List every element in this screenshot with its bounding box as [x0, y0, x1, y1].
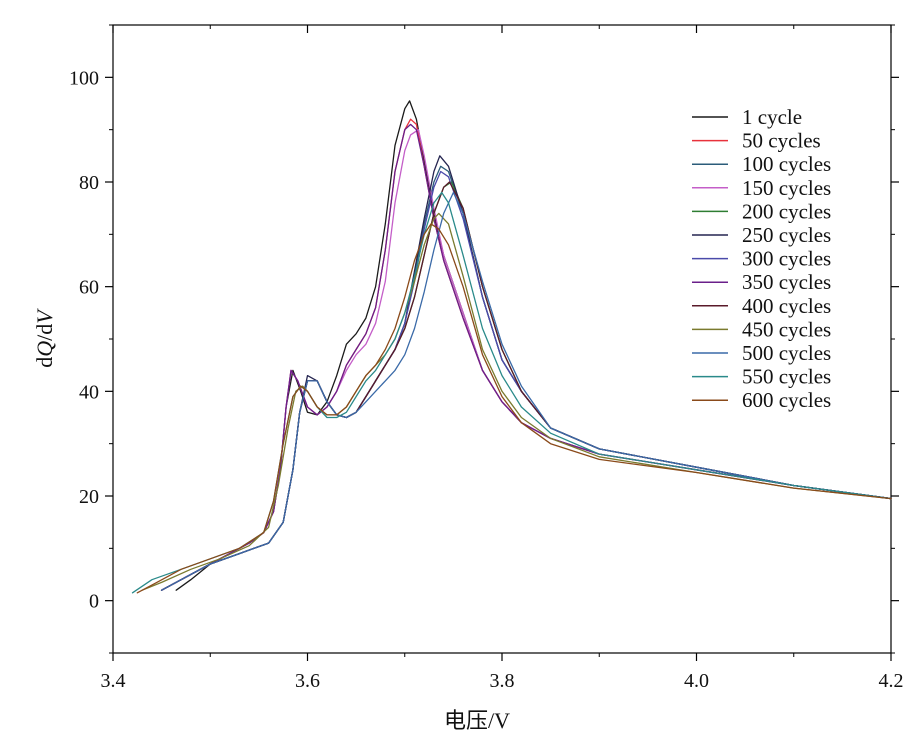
x-tick-label: 4.0 — [684, 670, 709, 692]
y-axis-label-part: /d — [32, 324, 57, 341]
legend-label: 250 cycles — [742, 223, 831, 247]
y-axis-label: dQ/dV — [32, 308, 57, 368]
y-tick-label: 20 — [79, 486, 99, 508]
x-tick-label: 3.8 — [490, 670, 515, 692]
x-tick-label: 3.6 — [295, 670, 320, 692]
x-axis-label: 电压/V — [444, 708, 510, 733]
legend-label: 100 cycles — [742, 152, 831, 176]
y-tick-label: 80 — [79, 172, 99, 194]
legend-label: 50 cycles — [742, 129, 821, 153]
y-tick-label: 60 — [79, 277, 99, 299]
y-tick-label: 40 — [79, 381, 99, 403]
legend-label: 200 cycles — [742, 199, 831, 223]
legend-label: 500 cycles — [742, 341, 831, 365]
y-axis-label-part: d — [32, 357, 57, 368]
x-tick-label: 4.2 — [879, 670, 904, 692]
y-tick-label: 0 — [89, 591, 99, 613]
legend-label: 600 cycles — [742, 388, 831, 412]
legend-label: 450 cycles — [742, 317, 831, 341]
legend-label: 550 cycles — [742, 365, 831, 389]
legend-label: 1 cycle — [742, 105, 802, 129]
legend-label: 150 cycles — [742, 176, 831, 200]
legend-label: 300 cycles — [742, 247, 831, 271]
series-line — [136, 223, 892, 594]
y-axis-label-part: Q — [32, 341, 57, 357]
series-line — [160, 191, 892, 591]
legend-label: 400 cycles — [742, 294, 831, 318]
axis-ticks: 3.4 3.6 3.8 4.0 4.2 0 20 40 60 80 100 — [69, 24, 904, 692]
x-tick-label: 3.4 — [101, 670, 126, 692]
legend-label: 350 cycles — [742, 270, 831, 294]
y-axis-label-part: V — [32, 308, 57, 324]
series-group — [131, 100, 892, 594]
y-tick-label: 100 — [69, 67, 99, 89]
